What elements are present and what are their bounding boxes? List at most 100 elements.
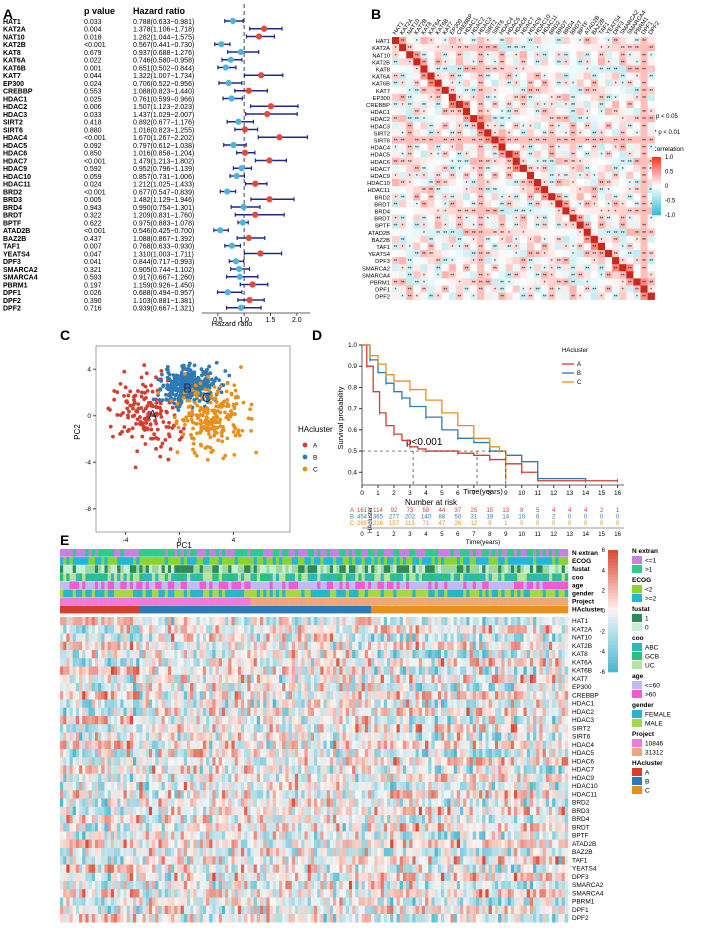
corr-sig-star: ** — [635, 188, 639, 194]
pca-point — [246, 416, 251, 421]
corr-cell — [640, 79, 648, 87]
forest-hr-point — [235, 118, 242, 125]
corr-sig-star: * — [629, 181, 631, 187]
annotation-cell — [263, 597, 267, 606]
corr-cell — [427, 207, 435, 215]
corr-sig-star: ** — [493, 146, 497, 152]
corr-cell — [548, 108, 556, 116]
annotation-cell — [548, 597, 553, 606]
corr-cell — [406, 122, 414, 130]
corr-cell — [640, 143, 648, 151]
annotation-cell — [387, 549, 391, 557]
pca-point — [219, 430, 224, 435]
annotation-cell — [187, 565, 191, 573]
corr-sig-star: * — [558, 174, 560, 180]
annotation-cell — [333, 565, 337, 573]
corr-cell — [399, 228, 407, 236]
annotation-cell — [552, 605, 556, 614]
corr-cell — [448, 214, 457, 222]
annotation-cell — [190, 573, 194, 581]
annotation-cell — [263, 581, 267, 590]
corr-cell — [633, 150, 641, 158]
corr-legend-sig-1: * p < 0.05 — [652, 114, 679, 120]
corr-sig-star: ** — [521, 210, 525, 216]
corr-cell — [619, 271, 627, 279]
annotation-cell — [237, 581, 242, 590]
corr-cell — [519, 242, 528, 251]
corr-cell — [548, 257, 556, 265]
corr-sig-star: ** — [628, 245, 632, 251]
corr-sig-star: ** — [507, 75, 511, 81]
heatmap-cell — [526, 617, 531, 626]
corr-cell — [640, 207, 648, 215]
corr-sig-star: * — [451, 160, 453, 166]
corr-cell — [455, 193, 464, 201]
corr-cell — [448, 242, 457, 251]
corr-cell — [498, 285, 506, 293]
corr-sig-star: ** — [479, 273, 483, 279]
annotation-cell — [545, 589, 550, 598]
heatmap-cell — [301, 625, 305, 634]
pca-point — [156, 391, 161, 395]
corr-sig-star: ** — [472, 39, 476, 45]
corr-cell — [519, 278, 528, 286]
heatmap-cell — [507, 625, 512, 634]
pca-point — [220, 439, 225, 444]
heatmap-cell — [91, 617, 96, 626]
corr-cell — [576, 285, 584, 293]
corr-sig-star: * — [458, 245, 460, 251]
corr-sig-star: * — [430, 153, 432, 159]
pca-point — [151, 413, 156, 417]
corr-sig-star: * — [423, 110, 425, 116]
pca-point — [195, 403, 200, 408]
corr-cell — [590, 257, 599, 265]
annotation-cell — [523, 589, 527, 598]
corr-cell — [463, 79, 471, 87]
heatmap-cell — [288, 625, 293, 634]
corr-sig-star: ** — [408, 288, 412, 294]
pca-point — [241, 400, 246, 405]
corr-cell — [448, 235, 457, 244]
heatmap-cell — [364, 617, 369, 626]
corr-cell — [605, 157, 613, 165]
pca-point — [201, 426, 206, 431]
annotation-cell — [60, 589, 64, 598]
corr-cell — [640, 129, 648, 137]
corr-sig-star: ** — [514, 46, 518, 52]
heatmap-cell — [536, 625, 540, 634]
corr-cell — [420, 129, 428, 137]
annotation-cell — [304, 557, 308, 565]
annotation-cell — [533, 589, 537, 598]
corr-cell — [590, 72, 599, 80]
corr-sig-star: ** — [528, 259, 532, 265]
forest-hr-text: 1.088(0.867−1.392) — [133, 236, 194, 243]
heatmap-cell — [269, 617, 273, 626]
annotation-cell — [504, 581, 508, 590]
corr-colorbar-segment — [652, 193, 661, 196]
corr-sig-star: ** — [599, 181, 603, 187]
corr-cell — [477, 164, 485, 173]
annotation-cell — [387, 573, 391, 581]
corr-cell — [576, 292, 584, 300]
annotation-cell — [260, 565, 264, 573]
corr-cell — [583, 186, 591, 194]
annotation-cell — [85, 581, 89, 590]
annotation-cell — [355, 597, 359, 606]
pca-ylabel: PC2 — [73, 424, 82, 440]
annotation-cell — [161, 597, 166, 606]
annotation-cell — [139, 549, 143, 557]
corr-cell — [441, 65, 449, 73]
heatmap-cell — [72, 625, 77, 634]
corr-cell — [420, 72, 428, 80]
corr-sig-star: ** — [592, 188, 596, 194]
corr-cell — [519, 250, 528, 258]
corr-cell — [484, 93, 492, 102]
corr-cell — [392, 186, 400, 194]
corr-cell — [505, 136, 513, 144]
annotation-cell — [209, 605, 213, 614]
km-risk-count: 6 — [536, 515, 540, 521]
pca-point — [149, 403, 153, 408]
annotation-cell — [120, 565, 124, 573]
heatmap-cell — [215, 625, 219, 634]
annotation-cell — [304, 565, 308, 573]
